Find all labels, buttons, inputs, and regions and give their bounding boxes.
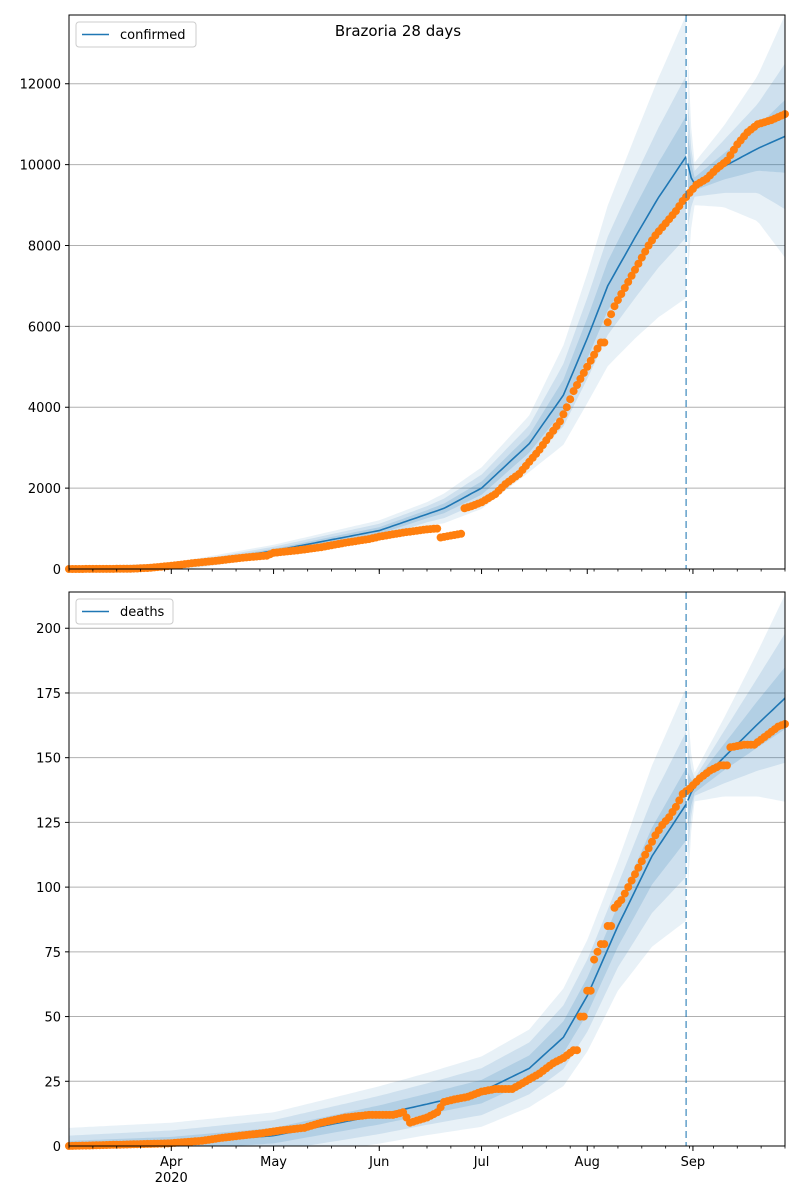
observed-point: [593, 947, 602, 956]
observed-point: [641, 850, 650, 859]
legend-label: confirmed: [120, 28, 186, 43]
uncertainty-band: [69, 116, 687, 569]
y-tick-label: 175: [36, 687, 61, 702]
y-tick-label: 150: [36, 752, 61, 767]
observed-point: [607, 310, 616, 319]
observed-point: [620, 284, 629, 292]
observed-point: [593, 344, 602, 353]
observed-point: [634, 259, 643, 268]
observed-point: [457, 529, 466, 538]
observed-point: [627, 876, 636, 885]
y-tick-label: 12000: [20, 78, 61, 93]
y-tick-label: 25: [44, 1075, 61, 1090]
observed-point: [675, 796, 684, 805]
observed-point: [569, 387, 578, 396]
observed-point: [586, 356, 595, 365]
observed-point: [624, 883, 633, 892]
observed-point: [613, 296, 622, 305]
observed-point: [631, 870, 639, 879]
y-tick-label: 2000: [28, 482, 61, 497]
x-tick-label: Apr: [160, 1155, 183, 1170]
observed-point: [617, 896, 626, 905]
observed-point: [590, 955, 599, 964]
observed-point: [627, 271, 636, 280]
observed-point: [573, 1046, 581, 1055]
panel-1: 0 2000 4000 6000 8000 10000 12000 confirmed: [20, 14, 789, 578]
legend-box: [75, 21, 197, 48]
observed-point: [590, 350, 599, 359]
x-tick-label: Jul: [473, 1155, 490, 1170]
observed-point: [600, 940, 609, 949]
legend-label: deaths: [120, 605, 165, 620]
observed-point: [579, 368, 588, 377]
x-tick-label: Sep: [681, 1155, 706, 1170]
observed-point: [559, 410, 568, 419]
observed-point: [648, 837, 656, 846]
uncertainty-band: [69, 15, 687, 570]
y-tick-label: 8000: [28, 239, 61, 254]
observed-point: [671, 802, 680, 811]
observed-point: [433, 524, 442, 533]
uncertainty-band: [69, 75, 687, 569]
observed-point: [631, 265, 639, 274]
observed-point: [579, 1012, 588, 1021]
uncertainty-band: [69, 687, 687, 1146]
y-tick-label: 10000: [20, 159, 61, 174]
legend: deaths: [75, 598, 174, 625]
observed-point: [637, 857, 646, 866]
observed-point: [610, 302, 619, 311]
y-tick-label: 75: [44, 946, 61, 961]
legend: confirmed: [75, 21, 197, 48]
y-tick-label: 200: [36, 622, 61, 637]
observed-point: [603, 318, 612, 327]
x-tick-label: Jun: [368, 1155, 389, 1170]
x-tick-label: May: [260, 1155, 287, 1170]
observed-point: [562, 403, 571, 412]
observed-point: [586, 986, 595, 995]
observed-point: [607, 922, 616, 930]
observed-point: [566, 395, 575, 404]
observed-point: [637, 253, 646, 262]
y-tick-label: 4000: [28, 401, 61, 416]
y-tick-label: 0: [53, 1140, 61, 1155]
observed-point: [556, 417, 564, 426]
observed-point: [573, 381, 581, 389]
observed-point: [634, 863, 643, 872]
y-tick-label: 50: [44, 1011, 61, 1026]
observed-point: [576, 374, 585, 383]
uncertainty-band: [69, 731, 687, 1146]
y-tick-label: 100: [36, 881, 61, 896]
observed-point: [723, 761, 731, 770]
observed-point: [583, 362, 592, 371]
observed-point: [600, 338, 609, 347]
figure-title: Brazoria 28 days: [335, 22, 461, 40]
observed-point: [617, 290, 626, 298]
observed-point: [641, 247, 650, 256]
observed-point: [620, 889, 629, 898]
x-tick-label: Aug: [575, 1155, 600, 1170]
y-tick-label: 6000: [28, 320, 61, 335]
observed-point: [624, 277, 633, 286]
observed-point: [644, 844, 653, 853]
y-tick-label: 0: [53, 563, 61, 578]
legend-box: [75, 598, 174, 625]
x-tick-year-label: 2020: [155, 1171, 188, 1186]
y-tick-label: 125: [36, 816, 61, 831]
